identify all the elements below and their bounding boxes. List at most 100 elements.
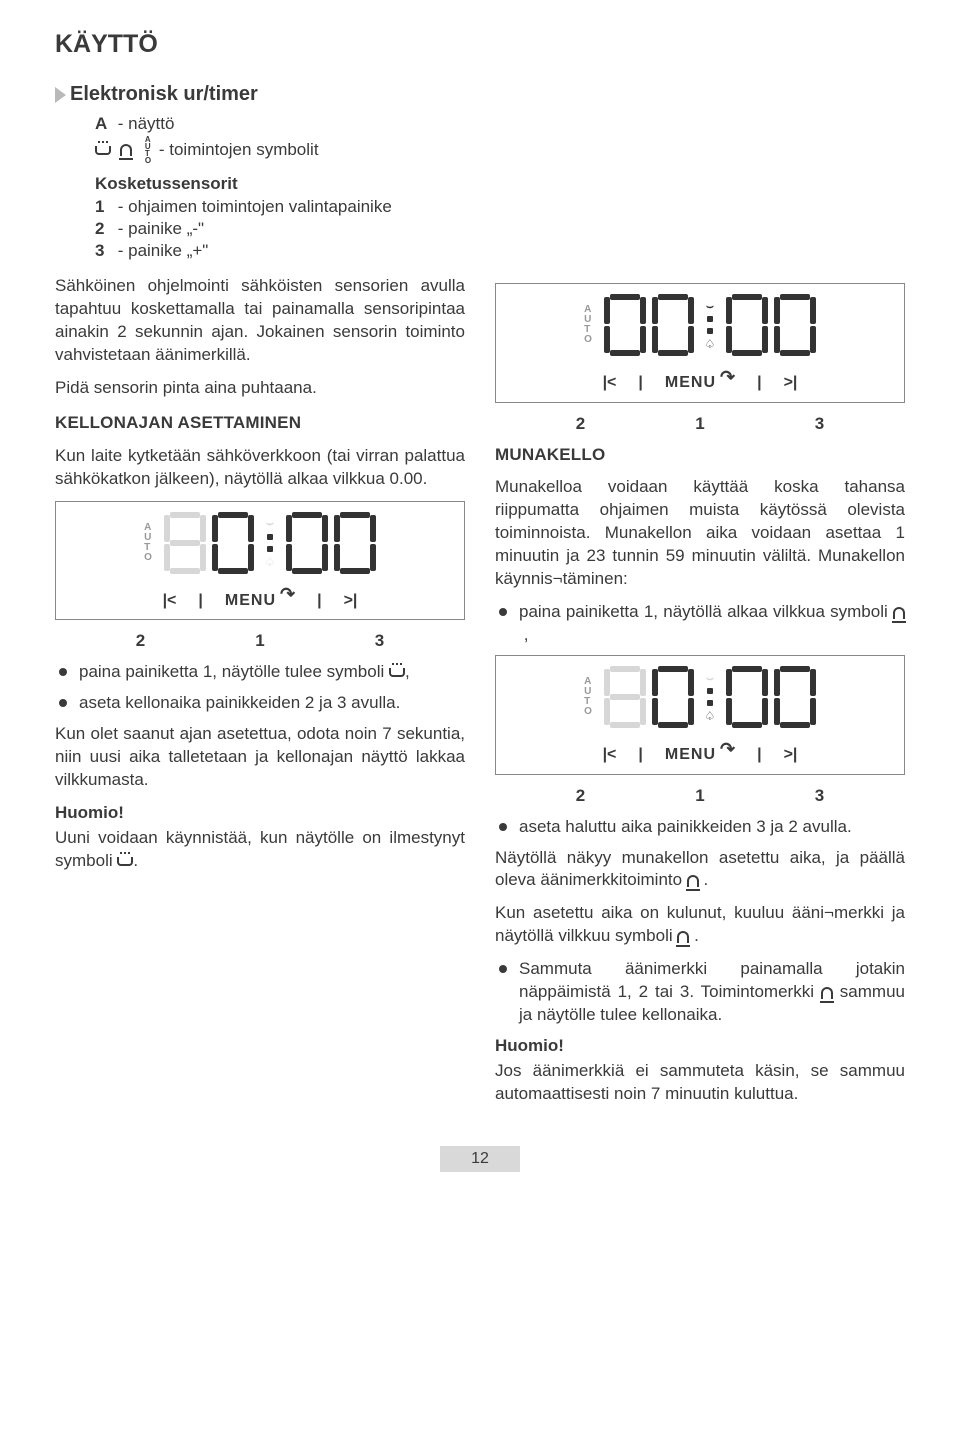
digit-0	[726, 294, 768, 356]
digit-0	[726, 666, 768, 728]
def-k2-text: - painike „-"	[118, 219, 204, 238]
pot-small-icon: ⌣	[266, 515, 274, 531]
def-k1-text: - ohjaimen toimintojen valintapainike	[118, 197, 392, 216]
seven-seg-right-mid: AUTO ⌣ ♤	[510, 666, 890, 728]
ctrl-right-inner[interactable]: |	[317, 590, 321, 612]
bell-icon	[120, 144, 132, 156]
right-p2-pre: Näytöllä näkyy munakellon asetettu aika,…	[495, 848, 905, 890]
display-box-right-mid: AUTO ⌣ ♤ |< | MENU ↷	[495, 655, 905, 775]
ctrl-menu[interactable]: MENU ↷	[665, 372, 735, 394]
ctrl-left-inner[interactable]: |	[638, 744, 642, 766]
right-bullet-1: paina painiketta 1, näytöllä alkaa vilkk…	[495, 601, 905, 647]
auto-icon: AUTO	[145, 136, 151, 164]
bell-icon	[687, 875, 699, 887]
right-p3: Kun asetettu aika on kulunut, kuuluu ään…	[495, 902, 905, 948]
bell-icon	[893, 607, 905, 619]
curly-icon: ↷	[720, 742, 735, 756]
pot-small-icon: ⌣	[706, 670, 714, 686]
kosketussensorit-hdr: Kosketussensorit	[95, 174, 905, 194]
pot-small-icon: ⌣	[706, 298, 714, 314]
ctrl-menu-label: MENU	[225, 590, 276, 612]
num-2: 2	[576, 413, 585, 436]
def-sym-text: - toimintojen symbolit	[159, 140, 319, 160]
display-box-left: AUTO ⌣ ♤ |< | MENU ↷	[55, 501, 465, 621]
bell-icon	[677, 931, 689, 943]
curly-icon: ↷	[280, 587, 295, 601]
ctrl-left-outer[interactable]: |<	[163, 590, 177, 612]
section-title: Elektronisk ur/timer	[55, 83, 905, 106]
digit-0	[774, 666, 816, 728]
num-1: 1	[695, 785, 704, 808]
left-b1-pre: paina painiketta 1, näytölle tulee symbo…	[79, 662, 389, 681]
left-p1b: Pidä sensorin pinta aina puhtaana.	[55, 377, 465, 400]
left-huom: Huomio!	[55, 802, 465, 825]
num-1: 1	[695, 413, 704, 436]
mid-icons: ⌣ ♤	[700, 298, 720, 352]
control-row: |< | MENU ↷ | >|	[510, 744, 890, 766]
right-bullet-2: aseta haluttu aika painikkeiden 3 ja 2 a…	[495, 816, 905, 839]
num-3: 3	[815, 785, 824, 808]
seven-seg-left: AUTO ⌣ ♤	[70, 512, 450, 574]
right-p1: Munakelloa voidaan käyttää koska tahansa…	[495, 476, 905, 591]
def-k3: 3 - painike „+"	[95, 241, 905, 261]
bell-small-icon: ♤	[705, 336, 716, 352]
left-p4-post: .	[133, 851, 138, 870]
ctrl-left-outer[interactable]: |<	[603, 372, 617, 394]
left-b1-post: ,	[405, 662, 410, 681]
right-h1: MUNAKELLO	[495, 444, 905, 467]
right-p2-post: .	[704, 870, 709, 889]
page-title: KÄYTTÖ	[55, 30, 905, 59]
digit-0c	[334, 512, 376, 574]
num-1: 1	[255, 630, 264, 653]
ctrl-menu[interactable]: MENU ↷	[665, 744, 735, 766]
digit-ghost	[164, 512, 206, 574]
def-k2: 2 - painike „-"	[95, 219, 905, 239]
pot-icon	[117, 857, 133, 866]
num-3: 3	[815, 413, 824, 436]
digit-0	[652, 666, 694, 728]
display-box-right-top: AUTO ⌣ ♤ |< | MENU ↷	[495, 283, 905, 403]
ctrl-menu[interactable]: MENU ↷	[225, 590, 295, 612]
curly-icon: ↷	[720, 370, 735, 384]
left-p2: Kun laite kytketään sähköverkkoon (tai v…	[55, 445, 465, 491]
def-k3-text: - painike „+"	[118, 241, 209, 260]
bell-small-icon: ♤	[705, 708, 716, 724]
seven-seg-right-top: AUTO ⌣ ♤	[510, 294, 890, 356]
right-column: AUTO ⌣ ♤ |< | MENU ↷	[495, 275, 905, 1116]
ctrl-right-inner[interactable]: |	[757, 744, 761, 766]
digit-ghost	[604, 666, 646, 728]
ctrl-right-outer[interactable]: >|	[784, 372, 798, 394]
left-p1: Sähköinen ohjelmointi sähköisten sensori…	[55, 275, 465, 367]
digit-0	[604, 294, 646, 356]
ctrl-left-outer[interactable]: |<	[603, 744, 617, 766]
def-a-text: - näyttö	[118, 114, 175, 133]
left-column: Sähköinen ohjelmointi sähköisten sensori…	[55, 275, 465, 1116]
ctrl-right-inner[interactable]: |	[757, 372, 761, 394]
ctrl-right-outer[interactable]: >|	[784, 744, 798, 766]
digit-0a	[212, 512, 254, 574]
right-b1-pre: paina painiketta 1, näytöllä alkaa vilkk…	[519, 602, 893, 621]
ctrl-menu-label: MENU	[665, 372, 716, 394]
mid-icons: ⌣ ♤	[700, 670, 720, 724]
left-h1: KELLONAJAN ASETTAMINEN	[55, 412, 465, 435]
ctrl-right-outer[interactable]: >|	[344, 590, 358, 612]
num-3: 3	[375, 630, 384, 653]
left-p4: Uuni voidaan käynnistää, kun näytölle on…	[55, 827, 465, 873]
right-p4: Jos äänimerkkiä ei sammuteta käsin, se s…	[495, 1060, 905, 1106]
ctrl-left-inner[interactable]: |	[198, 590, 202, 612]
def-a-label: A	[95, 114, 113, 134]
def-k1-label: 1	[95, 197, 113, 217]
arrow-icon	[55, 87, 66, 103]
right-p3-pre: Kun asetettu aika on kulunut, kuuluu ään…	[495, 903, 905, 945]
ctrl-left-inner[interactable]: |	[638, 372, 642, 394]
num-2: 2	[136, 630, 145, 653]
num-row-right-top: 2 1 3	[495, 413, 905, 436]
left-bullet-2: aseta kellonaika painikkeiden 2 ja 3 avu…	[55, 692, 465, 715]
num-row-left: 2 1 3	[55, 630, 465, 653]
def-a: A - näyttö	[95, 114, 905, 134]
digit-0	[652, 294, 694, 356]
auto-vert-icon: AUTO	[584, 305, 592, 345]
def-k3-label: 3	[95, 241, 113, 261]
digit-0b	[286, 512, 328, 574]
num-row-right-mid: 2 1 3	[495, 785, 905, 808]
